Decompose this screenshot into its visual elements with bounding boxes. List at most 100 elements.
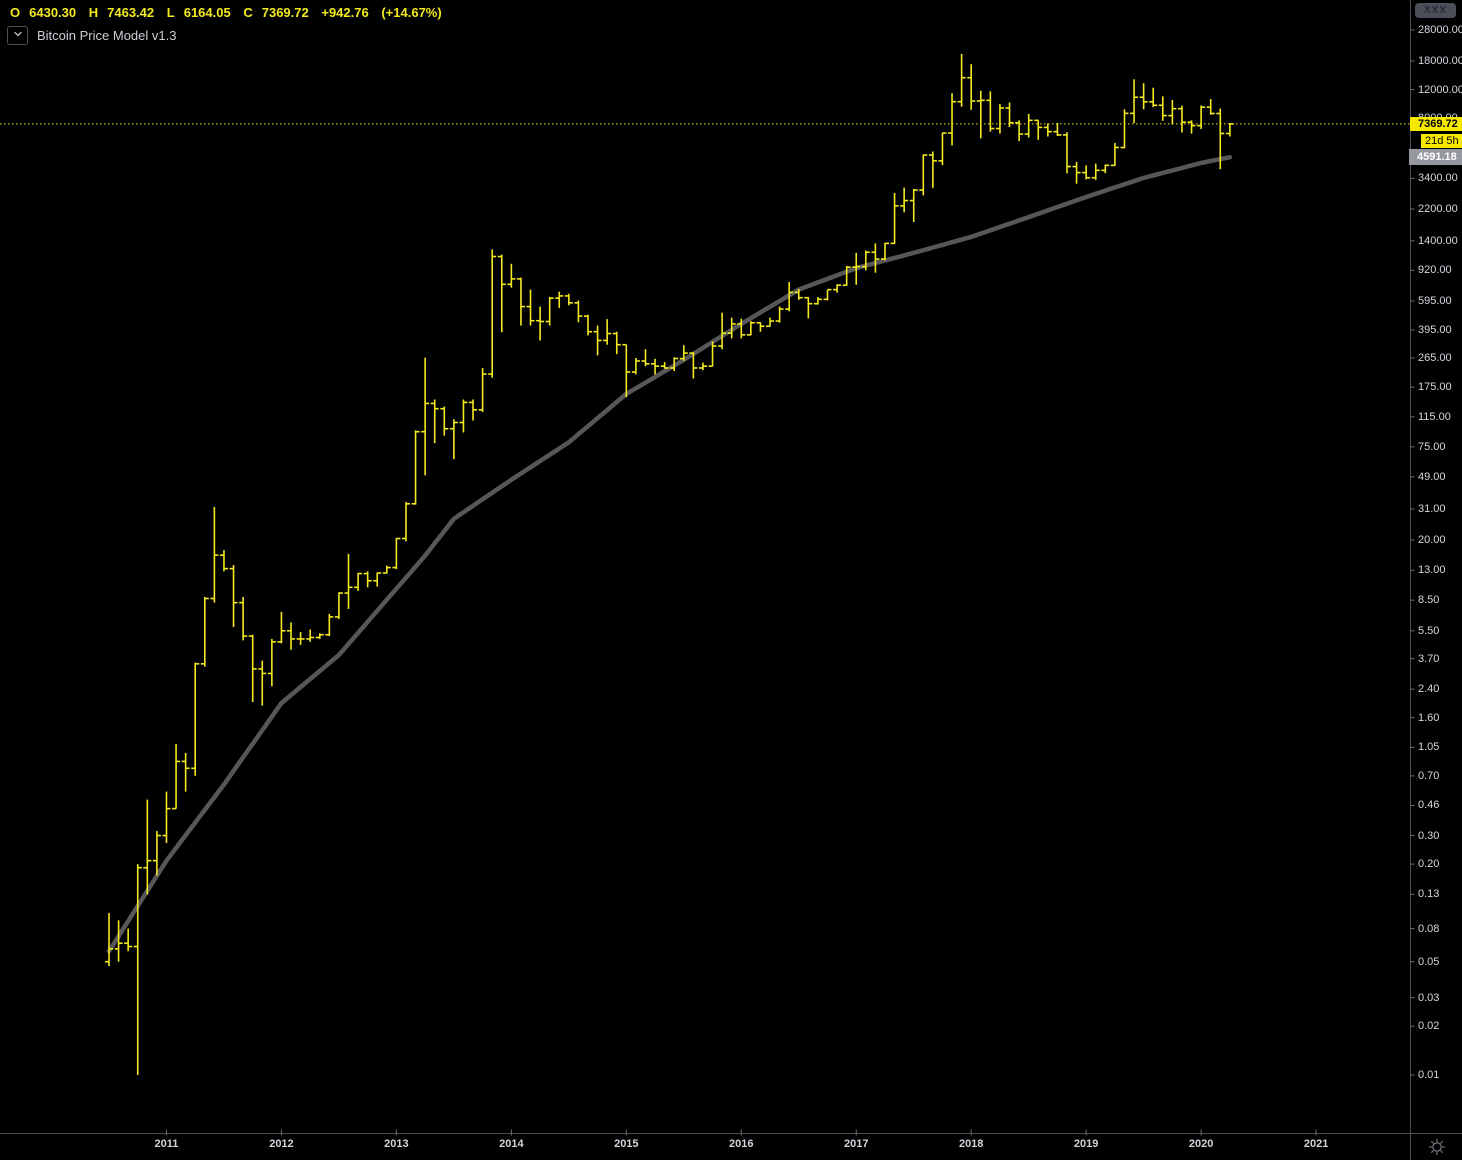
ohlc-bar (258, 660, 267, 706)
ohlc-bar (641, 349, 650, 367)
account-watermark-badge: XXX (1414, 3, 1456, 18)
ohlc-bar (718, 312, 727, 350)
ohlc-bar (325, 613, 334, 637)
year-label: 2013 (384, 1138, 409, 1150)
ohlc-bar (756, 321, 765, 332)
ohlc-bar (545, 297, 554, 326)
ohlc-bar (919, 154, 928, 196)
ohlc-bar (631, 357, 640, 375)
ohlc-bar (449, 419, 458, 460)
ohlc-bar (133, 864, 142, 1075)
price-axis-label: 1.05 (1418, 741, 1440, 754)
ohlc-bar (478, 367, 487, 413)
ohlc-bar (1130, 79, 1139, 124)
ohlc-bar (1015, 120, 1024, 142)
ohlc-bar (296, 632, 305, 645)
ohlc-bar (813, 297, 822, 305)
current-price-badge: 7369.72 (1410, 116, 1462, 131)
ohlc-bar (593, 325, 602, 356)
ohlc-bar (660, 362, 669, 369)
ohlc-bar (1043, 123, 1052, 137)
year-label: 2020 (1188, 1138, 1214, 1150)
price-axis-label: 13.00 (1418, 564, 1446, 577)
ohlc-bar (880, 242, 889, 261)
year-label: 2021 (1303, 1138, 1329, 1150)
ohlc-bar (488, 249, 497, 378)
ohlc-bar (373, 572, 382, 587)
ohlc-bar (957, 53, 966, 107)
price-axis-label: 2.40 (1418, 683, 1440, 696)
ohlc-bar (354, 572, 363, 591)
ohlc-bar (267, 638, 276, 687)
ohlc-bar (679, 345, 688, 361)
ohlc-bar (1139, 83, 1148, 110)
indicator-row: Bitcoin Price Model v1.3 (7, 26, 176, 45)
price-axis-label: 75.00 (1418, 440, 1446, 453)
ohlc-bar (890, 193, 899, 245)
year-label: 2016 (729, 1138, 754, 1150)
ohlc-bar (344, 553, 353, 609)
ohlc-bar (603, 319, 612, 345)
ohlc-bar (287, 622, 296, 650)
year-label: 2011 (154, 1138, 179, 1150)
price-axis-label: 49.00 (1418, 470, 1446, 483)
ohlc-bar (239, 596, 248, 641)
ohlc-bar (162, 791, 171, 843)
ohlc-bar (1110, 142, 1119, 167)
legend-close: C 7369.72 (243, 5, 309, 20)
ohlc-bar (1206, 98, 1215, 115)
ohlc-bar (229, 565, 238, 628)
ohlc-bar (861, 250, 870, 271)
ohlc-bar (315, 633, 324, 639)
ohlc-bar (727, 317, 736, 339)
ohlc-bar (210, 507, 219, 603)
price-axis-label: 3400.00 (1418, 172, 1458, 185)
ohlc-bar (430, 399, 439, 444)
ohlc-bar (967, 64, 976, 110)
ohlc-bar (1024, 113, 1033, 138)
bar-countdown-badge: 21d 5h (1421, 133, 1462, 148)
price-axis-label: 0.01 (1418, 1069, 1440, 1081)
indicator-collapse-button[interactable] (7, 26, 28, 45)
price-axis-label: 5.50 (1418, 624, 1440, 637)
ohlc-bar (1158, 96, 1167, 121)
price-axis-label: 0.02 (1418, 1020, 1440, 1033)
ohlc-bar (871, 243, 880, 273)
ohlc-bar (363, 571, 372, 588)
ohlc-bar (852, 252, 861, 285)
price-axis-label: 20.00 (1418, 533, 1446, 546)
ohlc-bar (219, 550, 228, 572)
ohlc-bar (459, 399, 468, 433)
price-axis-label: 18000.00 (1418, 55, 1462, 68)
price-axis-label: 0.46 (1418, 799, 1440, 812)
sun-icon[interactable] (1427, 1137, 1447, 1157)
ohlc-bar (1005, 102, 1014, 128)
price-axis-label: 0.05 (1418, 955, 1440, 968)
ohlc-bar (1216, 108, 1225, 170)
ohlc-bar (746, 321, 755, 336)
ohlc-bar (1091, 163, 1100, 180)
ohlc-bar (277, 611, 286, 644)
price-axis-label: 920.00 (1418, 264, 1452, 277)
ohlc-bar (555, 291, 564, 308)
ohlc-bar (976, 90, 985, 139)
ohlc-bar (1197, 105, 1206, 130)
ohlc-bar (382, 565, 391, 574)
ohlc-bar (1168, 99, 1177, 125)
legend-open: O 6430.30 (10, 5, 77, 20)
ohlc-bar (181, 752, 190, 792)
legend-high: H 7463.42 (88, 5, 155, 20)
ohlc-bar (670, 357, 679, 372)
ohlc-bar (622, 343, 631, 398)
ohlc-bar (536, 306, 545, 341)
ohlc-bar (689, 352, 698, 379)
year-label: 2018 (958, 1138, 984, 1150)
ohlc-bar (191, 662, 200, 776)
ohlc-bar (421, 357, 430, 476)
ohlc-bar (574, 300, 583, 323)
ohlc-bar (516, 277, 525, 326)
ohlc-bar (1149, 87, 1158, 108)
ohlc-bar (698, 362, 707, 371)
price-axis-label: 395.00 (1418, 323, 1452, 336)
